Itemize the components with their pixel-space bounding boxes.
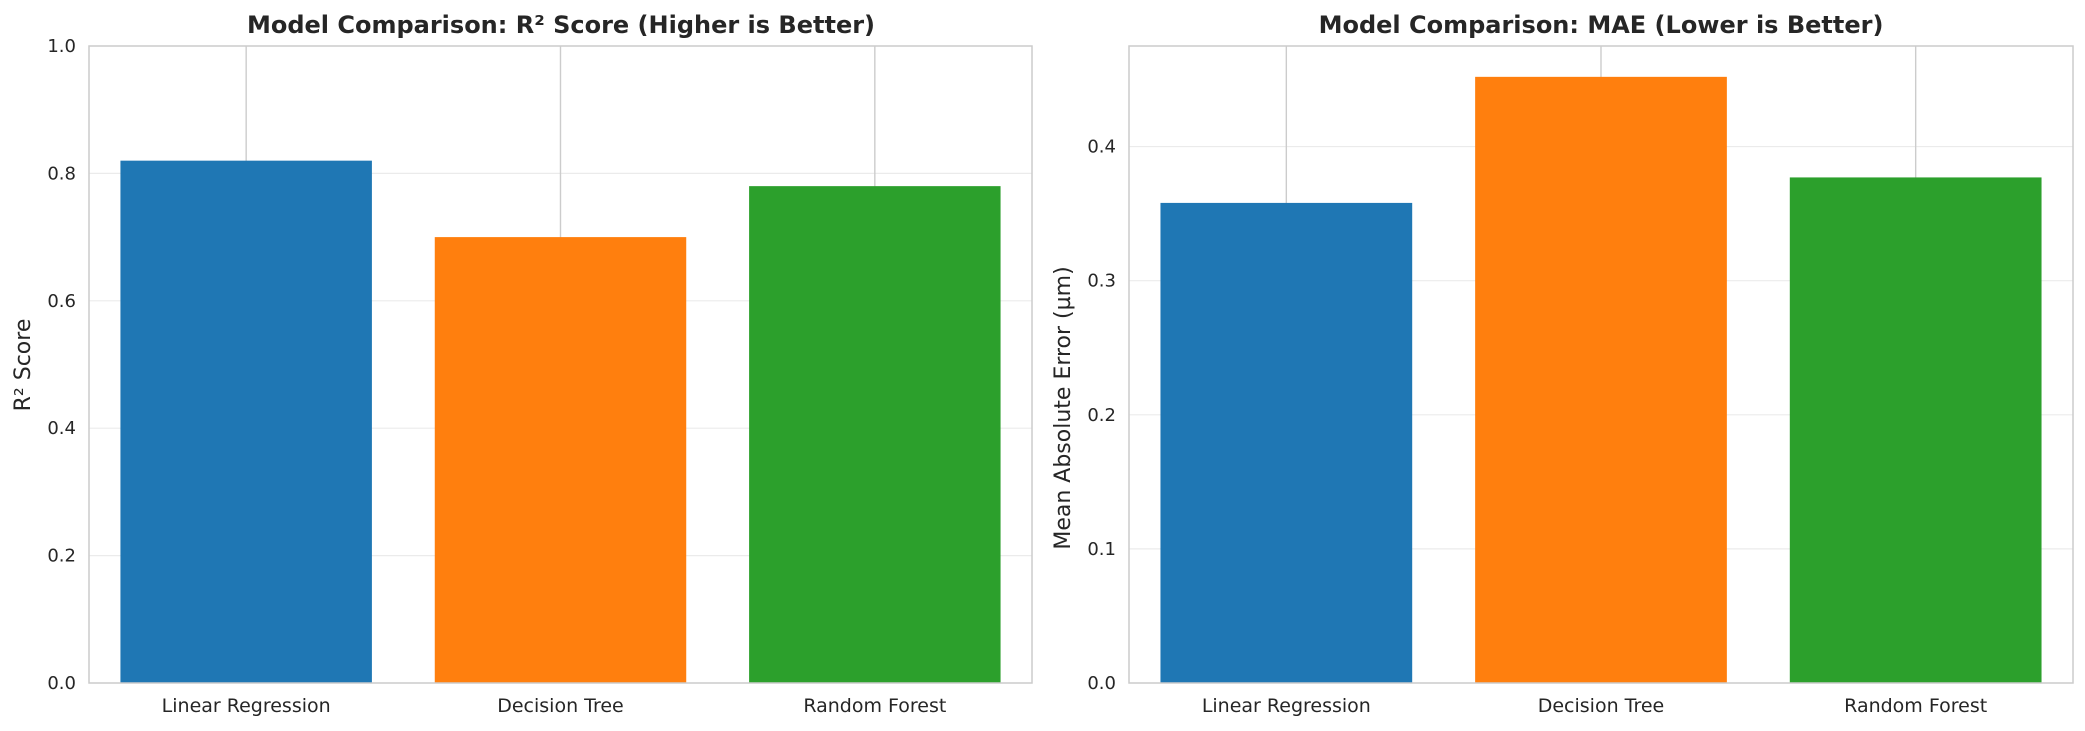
y-tick-label: 0.0 bbox=[1087, 673, 1116, 694]
x-tick-label: Linear Regression bbox=[1202, 695, 1371, 717]
x-tick-label: Linear Regression bbox=[162, 695, 331, 717]
plot-frame bbox=[88, 45, 1033, 684]
bar bbox=[749, 186, 1001, 683]
y-tick-label: 1.0 bbox=[47, 36, 76, 57]
bar bbox=[120, 160, 372, 683]
y-tick-label: 0.3 bbox=[1087, 271, 1116, 292]
chart-title: Model Comparison: R² Score (Higher is Be… bbox=[247, 11, 875, 39]
y-tick-label: 0.2 bbox=[1087, 405, 1116, 426]
y-axis-label: R² Score bbox=[11, 319, 36, 412]
x-tick-label: Random Forest bbox=[803, 695, 946, 717]
bar bbox=[1160, 202, 1413, 684]
y-tick-label: 0.6 bbox=[47, 291, 76, 312]
y-axis-label: Mean Absolute Error (µm) bbox=[1051, 266, 1076, 549]
r2-score-chart: Model Comparison: R² Score (Higher is Be… bbox=[11, 11, 1033, 717]
plot-frame bbox=[1128, 45, 2074, 684]
mae-chart: Model Comparison: MAE (Lower is Better) … bbox=[1051, 11, 2074, 717]
y-tick-label: 0.8 bbox=[47, 163, 76, 184]
y-tick-label: 0.4 bbox=[47, 418, 76, 439]
bar bbox=[1475, 76, 1727, 683]
bar bbox=[1789, 177, 2042, 683]
y-tick-label: 0.2 bbox=[47, 546, 76, 567]
x-tick-label: Decision Tree bbox=[1538, 695, 1665, 717]
bar bbox=[434, 237, 687, 683]
y-tick-label: 0.4 bbox=[1087, 137, 1116, 158]
y-tick-label: 0.0 bbox=[47, 673, 76, 694]
y-tick-label: 0.1 bbox=[1087, 539, 1116, 560]
chart-title: Model Comparison: MAE (Lower is Better) bbox=[1319, 11, 1884, 39]
x-tick-label: Random Forest bbox=[1844, 695, 1987, 717]
x-tick-label: Decision Tree bbox=[497, 695, 624, 717]
